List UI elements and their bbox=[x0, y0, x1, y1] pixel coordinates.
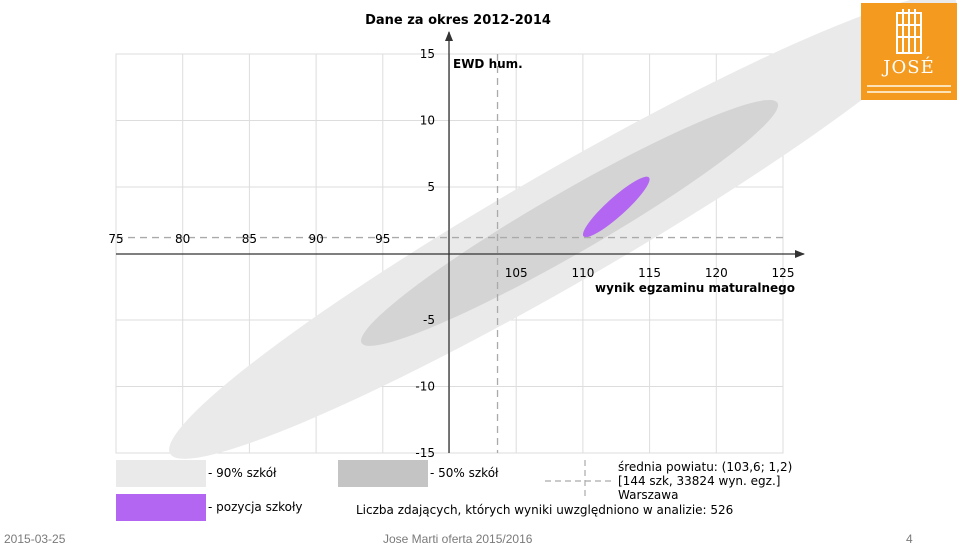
legend-mean-line2: [144 szk, 33824 wyn. egz.] bbox=[618, 474, 780, 488]
y-axis-label: EWD hum. bbox=[453, 57, 523, 71]
chart-title: Dane za okres 2012-2014 bbox=[365, 13, 551, 28]
logo-divider bbox=[867, 91, 951, 93]
y-tick-label: 10 bbox=[420, 114, 435, 128]
x-tick-label: 115 bbox=[638, 266, 661, 280]
ellipses bbox=[169, 0, 957, 459]
axes bbox=[116, 31, 805, 453]
legend-swatch-school bbox=[116, 494, 206, 521]
legend: - 90% szkół - 50% szkół - pozycja szkoły… bbox=[116, 460, 792, 521]
legend-label-school: - pozycja szkoły bbox=[208, 500, 303, 514]
y-tick-label: -10 bbox=[415, 380, 435, 394]
page-number: 4 bbox=[906, 532, 913, 546]
footer-date: 2015-03-25 bbox=[4, 532, 66, 546]
x-tick-label: 75 bbox=[108, 232, 123, 246]
logo-divider bbox=[867, 85, 951, 87]
x-axis-label: wynik egzaminu maturalnego bbox=[595, 281, 795, 295]
footer-title: Jose Marti oferta 2015/2016 bbox=[383, 532, 533, 546]
logo-text: JOSÉ bbox=[883, 57, 935, 78]
x-tick-label: 105 bbox=[505, 266, 528, 280]
x-tick-label: 95 bbox=[375, 232, 390, 246]
y-tick-label: -5 bbox=[423, 313, 435, 327]
school-logo: JOSÉ bbox=[861, 3, 957, 100]
legend-label-90: - 90% szkół bbox=[208, 466, 277, 480]
x-tick-label: 110 bbox=[571, 266, 594, 280]
legend-swatch-50 bbox=[338, 460, 428, 487]
x-tick-label: 85 bbox=[242, 232, 257, 246]
ellipse-50 bbox=[361, 99, 779, 346]
analysis-count: Liczba zdających, których wyniki uwzględ… bbox=[356, 503, 733, 517]
legend-swatch-90 bbox=[116, 460, 206, 487]
x-tick-label: 80 bbox=[175, 232, 190, 246]
x-tick-label: 125 bbox=[772, 266, 795, 280]
y-tick-label: 5 bbox=[427, 180, 435, 194]
y-tick-label: -15 bbox=[415, 446, 435, 460]
legend-mean-line1: średnia powiatu: (103,6; 1,2) bbox=[618, 460, 792, 474]
building-icon bbox=[896, 9, 922, 54]
legend-label-50: - 50% szkół bbox=[430, 466, 499, 480]
x-tick-label: 120 bbox=[705, 266, 728, 280]
x-tick-label: 90 bbox=[308, 232, 323, 246]
y-tick-label: 15 bbox=[420, 47, 435, 61]
school-position bbox=[582, 176, 650, 238]
legend-mean-line3: Warszawa bbox=[618, 488, 678, 502]
